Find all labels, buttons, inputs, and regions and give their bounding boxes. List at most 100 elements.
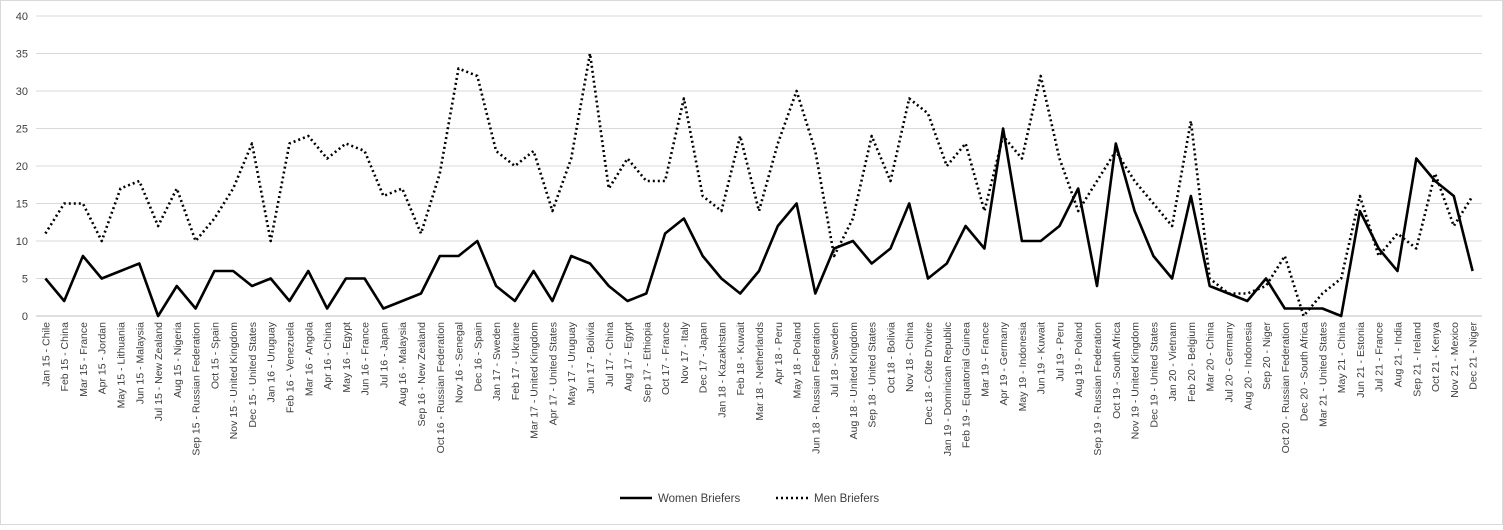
x-tick-label: Feb 20 - Belgium [1186,322,1198,402]
x-tick-label: Sep 16 - New Zealand [416,322,428,427]
data-point [213,270,216,273]
data-point [739,292,742,295]
data-point [1208,285,1211,288]
x-tick-label: May 18 - Poland [792,322,804,399]
data-point [683,217,686,220]
data-point [63,202,66,205]
y-tick-label: 10 [16,236,28,248]
data-point [157,315,160,318]
x-tick-label: Aug 15 - Nigeria [172,322,184,398]
x-tick-label: Jan 20 - Vietnam [1167,322,1179,401]
data-point [176,285,179,288]
x-tick-label: Jan 19 - Dominican Republic [942,322,954,456]
x-tick-label: Jan 17 - Sweden [491,322,503,401]
data-point [833,255,836,258]
data-point [1039,75,1042,78]
x-tick-label: Apr 19 - Germany [998,321,1010,405]
data-point [1396,232,1399,235]
data-point [701,195,704,198]
data-point [1133,180,1136,183]
x-tick-label: Sep 21 - Ireland [1411,322,1423,397]
x-tick-label: Aug 20 - Indonesia [1242,322,1254,410]
data-point [814,292,817,295]
y-tick-label: 35 [16,49,28,61]
x-tick-label: Mar 16 - Angola [303,322,315,396]
data-point [626,157,629,160]
data-point [514,165,517,168]
data-point [307,270,310,273]
data-point [1058,225,1061,228]
x-tick-label: May 17 - Uruguay [566,321,578,405]
data-point [589,262,592,265]
data-point [1377,255,1380,258]
data-point [739,135,742,138]
data-point [138,180,141,183]
x-tick-label: Jul 20 - Germany [1223,321,1235,402]
data-point [1021,157,1024,160]
x-tick-label: Dec 21 - Niger [1468,322,1480,390]
x-tick-label: Mar 18 - Netherlands [754,322,766,421]
data-point [777,225,780,228]
data-point [777,142,780,145]
series-line-men-briefers [44,52,1474,318]
x-tick-label: Dec 15 - United States [247,322,259,428]
data-point [795,90,798,93]
data-point [1471,195,1474,198]
x-tick-label: May 19 - Indonesia [1017,322,1029,411]
x-tick-label: May 21 - China [1336,322,1348,393]
data-point [288,142,291,145]
data-point [1321,292,1324,295]
x-tick-label: Feb 15 - China [59,322,71,392]
x-tick-label: Aug 19 - Poland [1073,322,1085,397]
data-point [1415,157,1418,160]
x-tick-label: Jun 15 - Malaysia [134,322,146,404]
data-point [476,75,479,78]
data-point [608,285,611,288]
data-point [1340,277,1343,280]
x-tick-label: Nov 18 - China [904,322,916,392]
data-point [1152,202,1155,205]
data-point [1190,120,1193,123]
data-point [401,187,404,190]
data-point [119,187,122,190]
data-point [1284,307,1287,310]
data-point [720,210,723,213]
x-tick-label: Dec 20 - South Africa [1299,322,1311,421]
data-point [439,172,442,175]
data-point [514,300,517,303]
data-point [382,307,385,310]
x-tick-label: Nov 21 - Mexico [1449,322,1461,398]
data-point [1340,315,1343,318]
data-point [1077,187,1080,190]
data-point [1415,247,1418,250]
data-point [1453,225,1456,228]
data-point [720,277,723,280]
data-point [927,112,930,115]
x-tick-label: May 15 - Lithuania [116,322,128,409]
data-point [758,270,761,273]
data-point [814,150,817,153]
data-point [457,255,460,258]
data-point [1115,142,1118,145]
data-point [119,270,122,273]
data-point [645,180,648,183]
x-tick-label: Jul 16 - Japan [378,322,390,388]
data-point [570,157,573,160]
data-point [908,202,911,205]
x-tick-label: Aug 17 - Egypt [623,322,635,392]
data-point [1133,210,1136,213]
x-tick-label: Jun 16 - France [360,322,372,396]
data-point [326,307,329,310]
x-tick-label: Mar 21 - United States [1317,322,1329,427]
data-point [213,217,216,220]
data-point [363,150,366,153]
data-point [1171,277,1174,280]
data-point [232,270,235,273]
data-point [1208,277,1211,280]
data-point [82,202,85,205]
data-point [495,285,498,288]
data-point [401,300,404,303]
data-point [495,150,498,153]
data-point [44,232,47,235]
